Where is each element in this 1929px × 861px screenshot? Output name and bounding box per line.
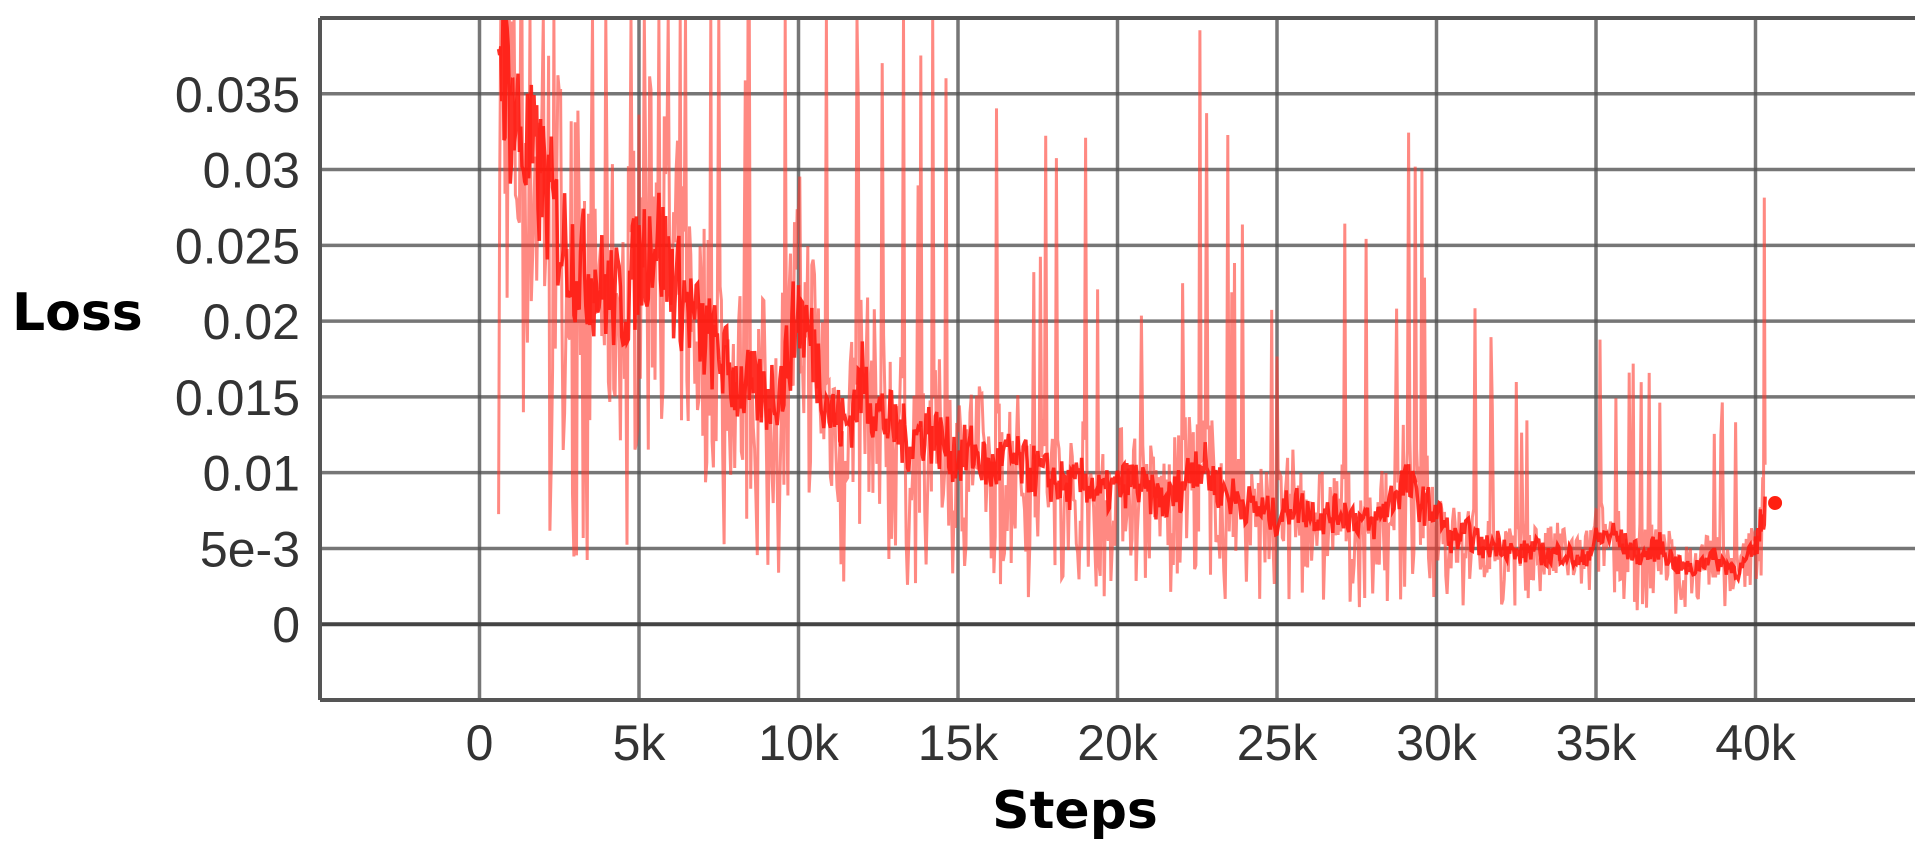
loss-smoothed-line — [496, 17, 1767, 585]
x-tick-label-7: 35k — [1556, 715, 1638, 771]
loss-end-point — [1768, 495, 1783, 510]
y-tick-label-2: 0.01 — [203, 446, 300, 502]
x-tick-labels: 0 5k 10k 15k 20k 25k 30k 35k 40k — [466, 715, 1797, 771]
x-tick-label-3: 15k — [918, 715, 1000, 771]
x-tick-label-1: 5k — [613, 715, 667, 771]
x-axis-title: Steps — [992, 781, 1158, 841]
x-tick-label-6: 30k — [1396, 715, 1478, 771]
x-tick-label-5: 25k — [1237, 715, 1319, 771]
series-layer — [496, 16, 1783, 614]
x-tick-label-4: 20k — [1077, 715, 1159, 771]
y-tick-label-5: 0.025 — [175, 218, 300, 274]
y-tick-label-0: 0 — [272, 597, 300, 653]
y-tick-label-4: 0.02 — [203, 294, 300, 350]
x-tick-label-8: 40k — [1715, 715, 1797, 771]
plot-frame — [318, 16, 1915, 702]
x-tick-label-0: 0 — [466, 715, 494, 771]
x-tick-label-2: 10k — [758, 715, 840, 771]
y-tick-label-1: 5e-3 — [200, 521, 300, 577]
y-tick-label-6: 0.03 — [203, 143, 300, 199]
y-tick-labels: 0 5e-3 0.01 0.015 0.02 0.025 0.03 0.035 — [175, 67, 300, 653]
y-axis-title: Loss — [12, 283, 143, 343]
y-tick-label-3: 0.015 — [175, 370, 300, 426]
y-tick-label-7: 0.035 — [175, 67, 300, 123]
